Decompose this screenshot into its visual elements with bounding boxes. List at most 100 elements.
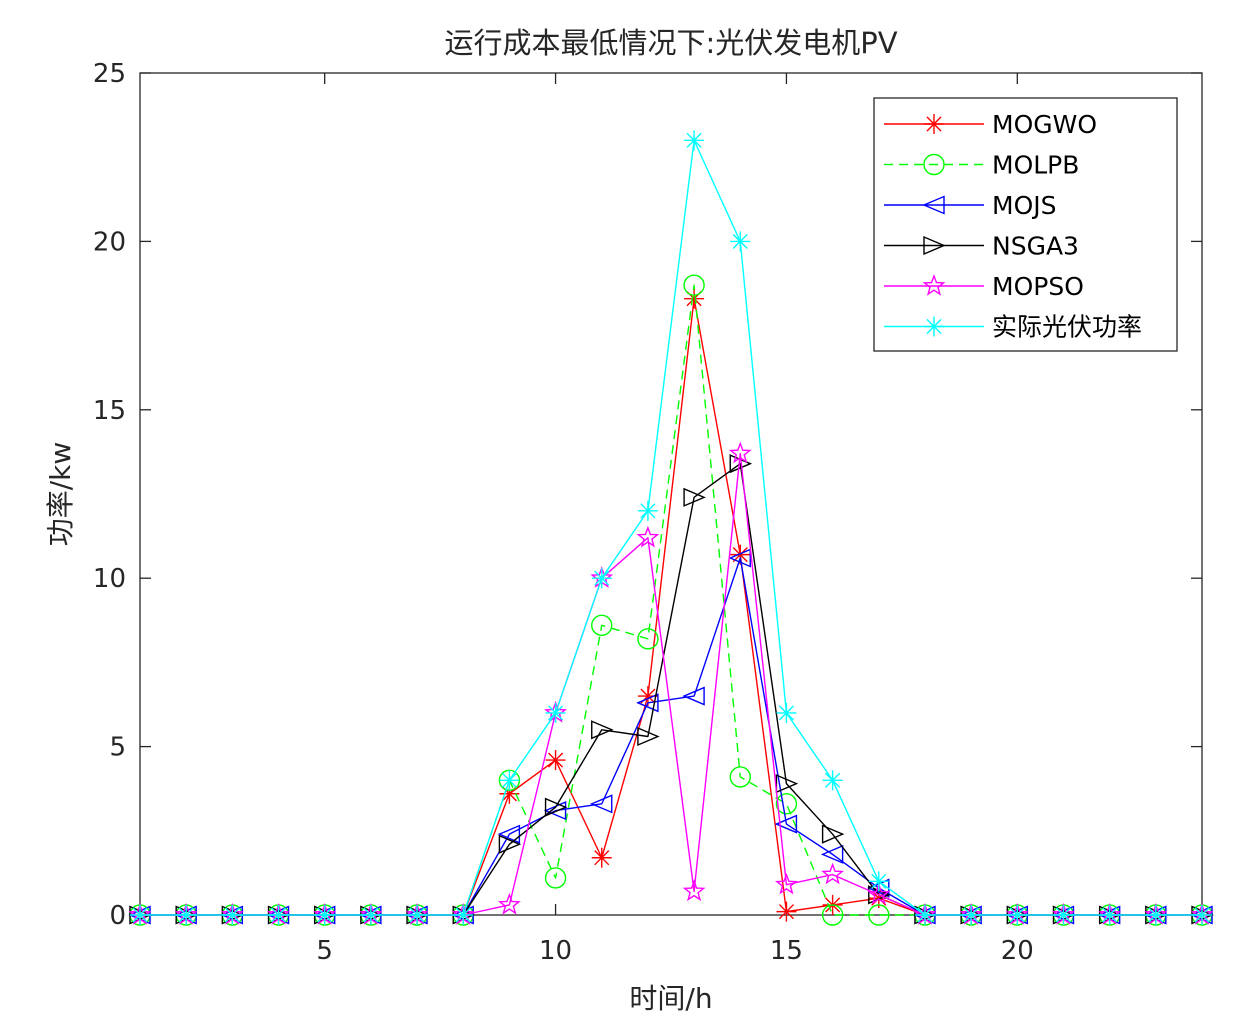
legend-marker (922, 195, 945, 215)
data-point (776, 901, 797, 922)
data-point (821, 904, 844, 926)
data-point (314, 905, 335, 925)
data-point (776, 702, 797, 723)
marker-stroke (224, 907, 240, 923)
data-point (591, 720, 614, 740)
legend: MOGWO MOLPB MOJS NSGA3 MOPSO 实际光伏功率 (873, 97, 1178, 352)
data-point (683, 487, 706, 507)
data-point (589, 794, 613, 814)
data-point (637, 628, 659, 650)
x-tick-label: 15 (770, 936, 803, 966)
data-point (222, 905, 243, 925)
data-point (545, 750, 566, 771)
data-point (820, 844, 844, 864)
data-point (684, 130, 705, 151)
data-point (683, 274, 705, 296)
data-point (498, 834, 522, 854)
marker-stroke (132, 907, 148, 923)
marker-stroke (778, 705, 794, 721)
data-point (130, 905, 150, 925)
data-point (1145, 905, 1166, 925)
data-point (775, 793, 798, 815)
y-tick-label: 5 (109, 733, 126, 763)
series-line (140, 284, 1202, 916)
legend-marker (923, 235, 946, 256)
series-group (128, 130, 1214, 926)
x-tick-label: 10 (539, 936, 572, 966)
data-point (176, 905, 197, 925)
data-point (728, 441, 752, 464)
data-point (544, 867, 567, 889)
marker-stroke (501, 772, 517, 788)
data-point (1053, 905, 1074, 925)
marker-stroke (926, 116, 942, 132)
marker-stroke (825, 772, 841, 788)
data-point (1099, 905, 1120, 925)
data-point (268, 905, 289, 925)
y-tick-label: 0 (109, 901, 126, 931)
chart-title: 运行成本最低情况下:光伏发电机PV (444, 26, 897, 60)
data-point (730, 231, 751, 252)
y-axis-title: 功率/kw (44, 442, 77, 547)
marker-stroke (363, 907, 379, 923)
y-tick-label: 25 (93, 59, 126, 89)
legend-label: MOPSO (992, 272, 1084, 301)
data-point (682, 879, 706, 902)
axis-ticks: 5 10 15 20 0 5 10 15 20 25 (93, 59, 1202, 966)
marker-stroke (1194, 907, 1210, 923)
marker-stroke (686, 132, 702, 148)
data-point (822, 770, 843, 791)
marker-stroke (178, 907, 194, 923)
y-tick-label: 10 (93, 564, 126, 594)
marker-stroke (1102, 907, 1118, 923)
marker-stroke (409, 907, 425, 923)
marker-stroke (1055, 907, 1072, 923)
legend-marker (924, 114, 944, 134)
legend-label: MOJS (992, 191, 1057, 220)
data-point (821, 862, 845, 885)
legend-label: MOLPB (992, 151, 1079, 180)
marker-stroke (270, 907, 287, 923)
data-point (360, 905, 381, 925)
data-point (497, 892, 521, 915)
marker-stroke (594, 570, 610, 586)
marker-stroke (317, 907, 333, 923)
data-point (591, 847, 612, 868)
marker-stroke (548, 752, 564, 768)
data-point (868, 904, 890, 926)
data-point (636, 693, 659, 713)
marker-stroke (594, 850, 610, 866)
data-point (407, 905, 428, 925)
x-tick-label: 5 (316, 936, 333, 966)
legend-label: 实际光伏功率 (992, 313, 1142, 342)
data-point (961, 905, 982, 925)
marker-stroke (732, 547, 748, 563)
data-point (914, 905, 935, 925)
data-point (637, 500, 658, 521)
data-point (544, 797, 568, 817)
marker-stroke (1009, 907, 1025, 923)
data-point (1007, 905, 1028, 925)
data-point (867, 882, 891, 905)
marker-stroke (640, 503, 656, 519)
marker-stroke (871, 873, 887, 889)
data-point (499, 770, 520, 791)
y-tick-label: 15 (93, 396, 126, 426)
data-point (730, 544, 751, 565)
data-point (775, 872, 798, 895)
legend-marker (923, 153, 945, 176)
marker-stroke (548, 705, 564, 721)
legend-box (873, 97, 1178, 352)
marker-stroke (455, 907, 471, 923)
data-point (868, 871, 889, 892)
x-axis-title: 时间/h (629, 982, 712, 1015)
legend-label: NSGA3 (992, 232, 1079, 261)
data-point (636, 525, 660, 548)
data-point (1192, 905, 1212, 925)
marker-stroke (917, 907, 933, 923)
marker-stroke (1148, 907, 1164, 923)
data-point (682, 686, 705, 706)
data-point (728, 548, 751, 568)
